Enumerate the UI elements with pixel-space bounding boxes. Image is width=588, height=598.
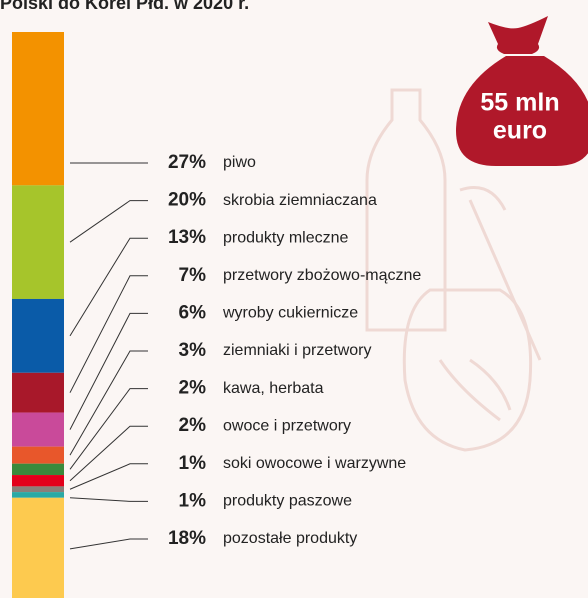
value-label: 2% [179,415,207,436]
value-label: 3% [179,340,207,361]
bar-segment [12,372,64,413]
badge-text: 55 mln [480,89,559,117]
bar-segment [12,492,64,498]
badge-text: euro [493,117,547,145]
bar-segment [12,446,64,464]
category-label: kawa, herbata [223,380,324,397]
category-label: produkty mleczne [223,229,348,246]
leader-line [69,312,148,430]
leader-line [69,237,148,337]
category-label: ziemniaki i przetwory [223,342,371,359]
bar-segment [12,185,64,299]
category-label: soki owocowe i warzywne [223,455,406,472]
bar-segment [12,497,64,598]
leader-line [69,350,148,456]
value-label: 7% [179,265,207,286]
category-label: owoce i przetwory [223,417,351,434]
value-label: 6% [179,302,207,323]
leader-line [69,275,148,393]
value-label: 2% [179,378,207,399]
category-label: pozostałe produkty [223,530,357,547]
value-label: 27% [168,152,206,173]
category-label: skrobia ziemniaczana [223,192,377,209]
value-label: 1% [179,453,207,474]
category-label: przetwory zbożowo-mączne [223,267,421,284]
bar-segment [12,463,64,476]
leader-line [69,200,148,243]
chart-title: Polski do Korei Płd. w 2020 r. [0,0,249,13]
bar-segment [12,412,64,447]
leader-line [69,497,148,502]
category-label: produkty paszowe [223,493,352,510]
leader-line [69,538,148,550]
category-label: wyroby cukiernicze [222,305,358,322]
leader-line [69,463,148,490]
badge: 55 mln euro [456,16,588,166]
bar-segment [12,298,64,373]
background-illustration [365,88,542,452]
leader-line [69,388,148,470]
bar-segment [12,475,64,487]
value-label: 1% [179,490,207,511]
leader-line [69,425,148,482]
value-label: 20% [168,190,206,211]
bar-segment [12,32,64,186]
value-label: 18% [168,528,206,549]
bar-segment [12,486,64,493]
value-label: 13% [168,227,206,248]
category-label: piwo [223,154,256,171]
